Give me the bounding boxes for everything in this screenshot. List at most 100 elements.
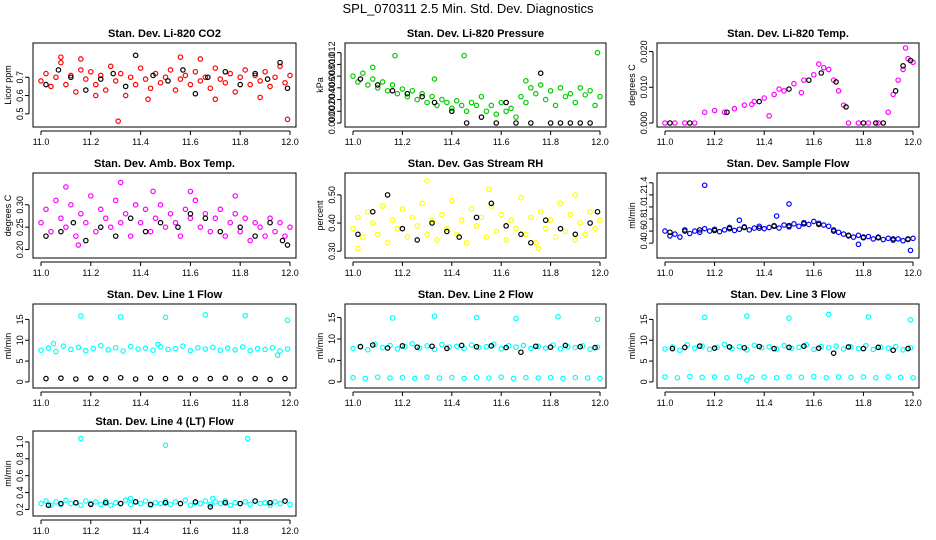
- data-point-black: [43, 233, 49, 239]
- data-point-cyan: [877, 344, 884, 351]
- data-point-cyan: [127, 343, 134, 350]
- data-point-cyan: [162, 442, 169, 449]
- y-tick-label: 0.004: [327, 88, 337, 111]
- data-point-cyan: [97, 501, 104, 508]
- data-point-red: [212, 65, 219, 71]
- x-tick-label: 11.0: [657, 268, 674, 278]
- data-point-red: [68, 72, 74, 79]
- data-point-yellow: [572, 237, 579, 243]
- data-point-magenta: [835, 88, 842, 94]
- data-point-cyan: [870, 346, 877, 353]
- data-point-magenta: [798, 89, 805, 96]
- data-point-black: [88, 375, 94, 381]
- x-tick-label: 11.8: [542, 268, 559, 278]
- data-point-cyan: [848, 374, 854, 381]
- data-point-cyan: [287, 501, 293, 508]
- x-tick-label: 12.0: [281, 398, 299, 408]
- data-point-magenta: [187, 188, 194, 195]
- data-point-green: [463, 108, 470, 115]
- data-point-black: [252, 375, 258, 382]
- data-point-yellow: [355, 245, 361, 252]
- x-tick-label: 11.0: [33, 137, 50, 147]
- data-point-red: [97, 72, 104, 79]
- data-point-black: [801, 343, 807, 349]
- y-tick-label: 0.30: [327, 242, 337, 260]
- data-point-magenta: [187, 215, 194, 222]
- data-point-cyan: [53, 499, 59, 505]
- data-point-magenta: [902, 45, 909, 51]
- x-tick-label: 11.0: [33, 398, 50, 408]
- x-tick-label: 11.0: [345, 268, 362, 278]
- data-point-green: [468, 99, 475, 106]
- data-point-magenta: [825, 66, 832, 73]
- data-point-black: [818, 70, 825, 76]
- data-point-cyan: [172, 345, 179, 352]
- chart-panel-9: Stan. Dev. Line 3 Flow ml/min 11.0 11.2 11.4…: [627, 289, 922, 408]
- data-point-red: [197, 56, 204, 62]
- data-point-black: [592, 344, 598, 351]
- data-point-red: [247, 81, 253, 88]
- x-tick-label: 11.0: [33, 526, 50, 536]
- data-point-black: [686, 120, 693, 126]
- data-point-yellow: [587, 208, 593, 215]
- data-point-green: [594, 49, 601, 56]
- x-tick-label: 12.0: [591, 398, 609, 408]
- data-point-black: [696, 343, 703, 349]
- data-point-yellow: [379, 203, 386, 209]
- data-point-magenta: [132, 202, 139, 208]
- data-point-black: [165, 78, 171, 84]
- data-point-black: [756, 343, 763, 350]
- data-point-red: [207, 85, 214, 92]
- data-point-yellow: [360, 234, 366, 240]
- plot-frame: [32, 42, 297, 128]
- data-point-magenta: [232, 193, 239, 199]
- data-point-blue: [907, 247, 914, 254]
- data-point-green: [379, 79, 386, 85]
- data-point-cyan: [706, 346, 713, 353]
- data-point-black: [890, 236, 896, 242]
- x-tick-label: 11.4: [132, 137, 149, 147]
- data-point-black: [667, 229, 673, 236]
- data-point-magenta: [73, 233, 79, 239]
- data-point-black: [414, 237, 421, 243]
- data-point-magenta: [247, 237, 253, 244]
- data-point-green: [424, 99, 430, 106]
- chart-panel-7: Stan. Dev. Line 1 Flow ml/min 11.0 11.2 11.4…: [3, 289, 299, 408]
- chart-title: Stan. Dev. Line 2 Flow: [418, 289, 534, 301]
- data-point-magenta: [820, 64, 827, 71]
- data-point-black: [357, 76, 364, 82]
- data-point-magenta: [232, 210, 239, 217]
- data-point-cyan: [90, 345, 97, 352]
- data-point-cyan: [431, 313, 438, 320]
- data-point-yellow: [473, 223, 480, 229]
- data-point-cyan: [439, 341, 445, 348]
- data-point-cyan: [424, 343, 430, 349]
- data-point-cyan: [786, 315, 792, 321]
- data-point-black: [389, 87, 396, 94]
- data-point-magenta: [272, 228, 278, 235]
- data-point-green: [429, 93, 435, 100]
- data-point-cyan: [691, 345, 698, 351]
- data-point-blue: [721, 227, 728, 233]
- x-tick-label: 11.8: [855, 398, 872, 408]
- data-point-cyan: [68, 346, 74, 353]
- data-point-blue: [701, 225, 708, 232]
- data-point-magenta: [97, 206, 104, 213]
- data-point-green: [582, 92, 588, 98]
- data-point-cyan: [50, 340, 57, 347]
- chart-panel-6: Stan. Dev. Sample Flow ml/min 11.0 11.2 11.4…: [627, 158, 922, 278]
- data-point-cyan: [781, 342, 787, 349]
- data-point-cyan: [751, 342, 758, 349]
- data-point-yellow: [468, 206, 475, 212]
- data-point-cyan: [247, 347, 253, 354]
- data-point-cyan: [187, 502, 194, 509]
- data-point-black: [444, 228, 450, 235]
- plot-frame: [656, 303, 920, 389]
- data-point-magenta: [252, 219, 258, 226]
- data-point-cyan: [766, 344, 772, 350]
- y-tick-label: 0.010: [639, 76, 649, 99]
- data-point-black: [58, 375, 64, 381]
- data-point-black: [222, 499, 229, 506]
- data-point-yellow: [503, 237, 509, 243]
- data-point-black: [177, 500, 184, 507]
